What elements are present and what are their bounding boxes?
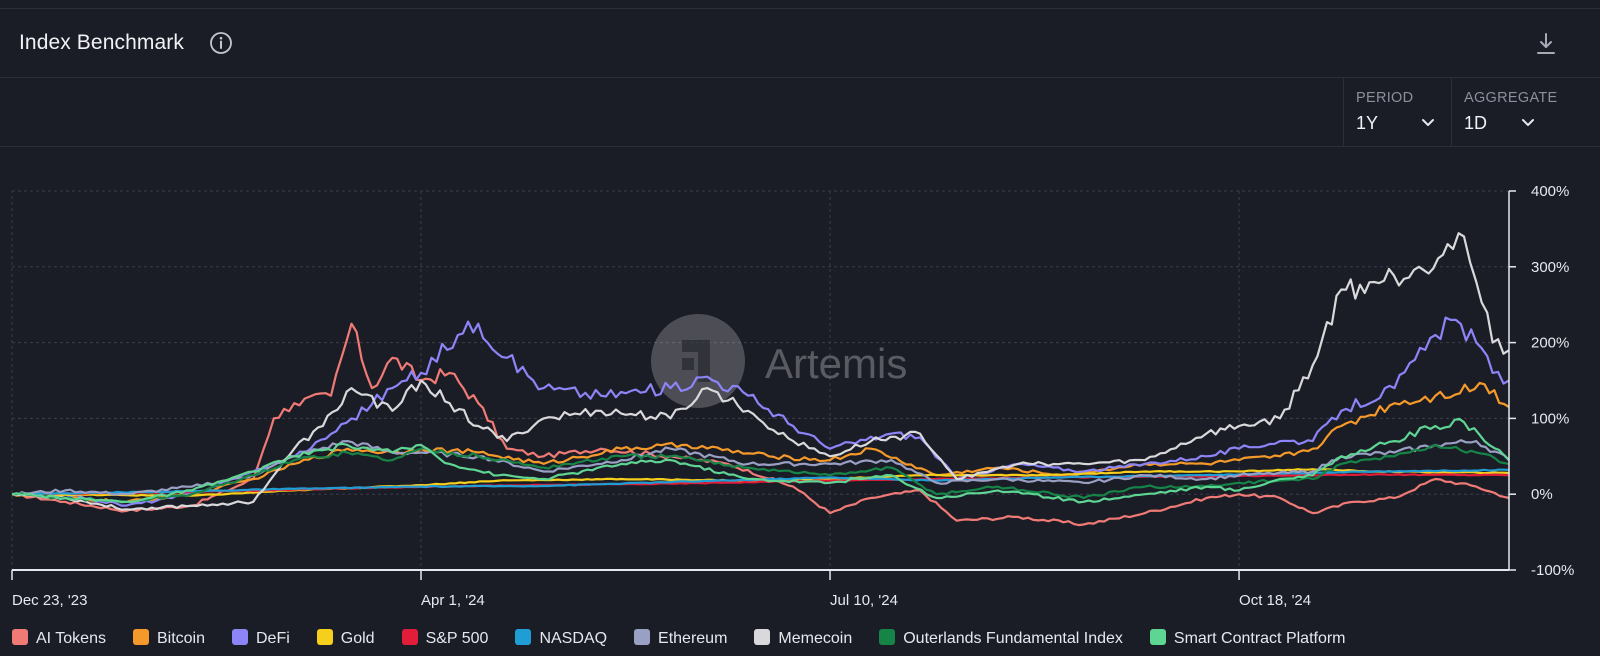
legend-swatch — [634, 629, 651, 645]
panel-header: Index Benchmark — [0, 9, 1600, 78]
chart-controls: PERIOD 1Y AGGREGATE 1D — [0, 77, 1600, 147]
legend-swatch — [401, 629, 418, 645]
artemis-watermark: Artemis — [651, 314, 907, 408]
x-tick-label: Dec 23, '23 — [12, 592, 87, 609]
legend-swatch — [879, 629, 896, 645]
aggregate-select[interactable]: AGGREGATE 1D — [1451, 77, 1600, 146]
legend-item-gold[interactable]: Gold — [316, 629, 375, 648]
legend-item-memecoin[interactable]: Memecoin — [754, 629, 852, 648]
legend-label: NASDAQ — [539, 630, 608, 647]
legend-item-ai-tokens[interactable]: AI Tokens — [12, 629, 106, 648]
legend-label: DeFi — [256, 630, 290, 647]
legend-item-ethereum[interactable]: Ethereum — [634, 629, 727, 648]
legend-swatch — [515, 629, 532, 645]
x-tick-label: Oct 18, '24 — [1239, 592, 1311, 609]
series-line-memecoin[interactable] — [11, 232, 1510, 511]
aggregate-value: 1D — [1464, 113, 1488, 133]
index-benchmark-panel: Index Benchmark PERIOD 1Y AGGREGATE 1D — [0, 8, 1600, 656]
legend-item-bitcoin[interactable]: Bitcoin — [132, 629, 205, 648]
index-benchmark-chart: Artemis 400% 300% 200% 100% 0% -100% Dec 23, '… — [11, 183, 1574, 609]
series-line-bitcoin[interactable] — [11, 381, 1510, 504]
chart-grid — [11, 190, 1510, 571]
y-tick-label: -100% — [1531, 562, 1574, 579]
y-tick-label: 300% — [1531, 259, 1569, 276]
panel-title: Index Benchmark — [19, 31, 184, 54]
chart-axes: 400% 300% 200% 100% 0% -100% Dec 23, '23 Apr 1,… — [11, 183, 1574, 609]
legend-item-smart-contract-platform[interactable]: Smart Contract Platform — [1149, 629, 1346, 648]
x-tick-label: Jul 10, '24 — [830, 592, 898, 609]
download-icon[interactable] — [1534, 31, 1558, 57]
plot-frame — [11, 190, 1510, 571]
y-tick-label: 100% — [1531, 410, 1569, 427]
legend-label: S&P 500 — [425, 630, 489, 647]
x-tick-label: Apr 1, '24 — [421, 592, 485, 609]
period-value: 1Y — [1356, 113, 1379, 133]
watermark-text: Artemis — [765, 340, 907, 387]
legend-label: Bitcoin — [156, 630, 205, 647]
legend-swatch — [754, 629, 771, 645]
chevron-down-icon — [1422, 119, 1434, 126]
legend-item-defi[interactable]: DeFi — [232, 629, 290, 648]
period-label: PERIOD — [1356, 90, 1414, 106]
y-tick-label: 0% — [1531, 486, 1553, 503]
legend-label: Ethereum — [658, 630, 728, 647]
legend-item-outerlands-fundamental-index[interactable]: Outerlands Fundamental Index — [879, 629, 1123, 648]
chevron-down-icon — [1522, 119, 1534, 126]
legend-label: Outerlands Fundamental Index — [903, 630, 1123, 647]
legend-label: AI Tokens — [36, 630, 106, 647]
period-select[interactable]: PERIOD 1Y — [1343, 77, 1451, 146]
y-tick-label: 400% — [1531, 183, 1569, 200]
chart-legend: AI Tokens Bitcoin DeFi Gold S&P 500 NASDAQ Eth… — [12, 629, 1373, 653]
legend-swatch — [12, 629, 28, 645]
legend-swatch — [132, 629, 149, 645]
legend-swatch — [232, 629, 248, 645]
legend-item-nasdaq[interactable]: NASDAQ — [515, 629, 607, 648]
artemis-logo-mark — [682, 340, 710, 382]
legend-swatch — [316, 629, 333, 645]
series-line-ai-tokens[interactable] — [11, 322, 1510, 527]
legend-swatch — [1149, 629, 1166, 645]
legend-item-s-p-500[interactable]: S&P 500 — [401, 629, 489, 648]
series-line-outerlands-fundamental-index[interactable] — [11, 443, 1510, 503]
series-lines — [11, 232, 1510, 527]
legend-label: Gold — [340, 630, 375, 647]
aggregate-label: AGGREGATE — [1464, 90, 1558, 106]
y-tick-label: 200% — [1531, 335, 1569, 352]
info-icon[interactable] — [209, 31, 233, 55]
legend-label: Smart Contract Platform — [1173, 630, 1346, 647]
series-line-smart-contract-platform[interactable] — [11, 417, 1510, 504]
legend-label: Memecoin — [778, 630, 853, 647]
